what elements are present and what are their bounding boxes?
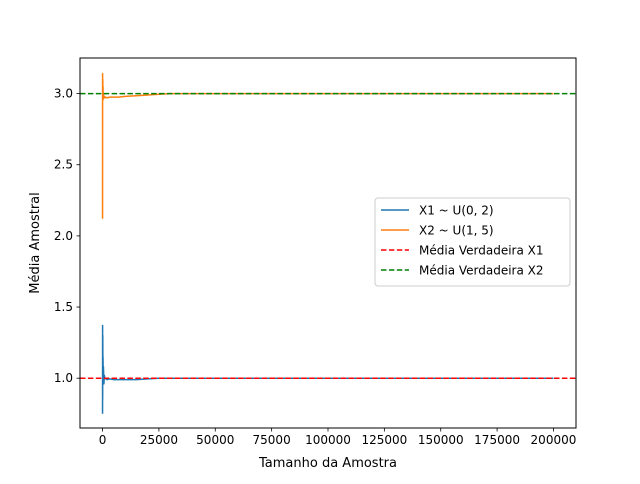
x-tick-label: 75000 <box>253 433 291 447</box>
x-axis: 0 25000 50000 75000 100000 125000 150000 175000… <box>99 428 577 447</box>
y-tick-label: 1.5 <box>54 300 73 314</box>
x-tick-label: 150000 <box>418 433 464 447</box>
y-tick-label: 2.5 <box>54 158 73 172</box>
y-tick-label: 3.0 <box>54 87 73 101</box>
series-layer <box>80 72 576 414</box>
x-tick-label: 0 <box>99 433 107 447</box>
x-tick-label: 200000 <box>531 433 577 447</box>
x-tick-label: 175000 <box>474 433 520 447</box>
x-axis-label: Tamanho da Amostra <box>258 456 397 471</box>
x-tick-label: 50000 <box>196 433 234 447</box>
x-tick-label: 100000 <box>305 433 351 447</box>
y-tick-label: 1.0 <box>54 371 73 385</box>
y-axis: 1.0 1.5 2.0 2.5 3.0 <box>54 87 80 385</box>
y-tick-label: 2.0 <box>54 229 73 243</box>
legend-label-4: Média Verdadeira X2 <box>419 264 544 278</box>
y-axis-label: Média Amostral <box>28 192 43 293</box>
legend: X1 ~ U(0, 2) X2 ~ U(1, 5) Média Verdadeira… <box>374 197 571 287</box>
x-tick-label: 125000 <box>361 433 407 447</box>
legend-label-2: X2 ~ U(1, 5) <box>419 224 494 238</box>
legend-label-1: X1 ~ U(0, 2) <box>419 204 494 218</box>
legend-box <box>374 197 571 287</box>
legend-label-3: Média Verdadeira X1 <box>419 244 544 258</box>
x-tick-label: 25000 <box>140 433 178 447</box>
